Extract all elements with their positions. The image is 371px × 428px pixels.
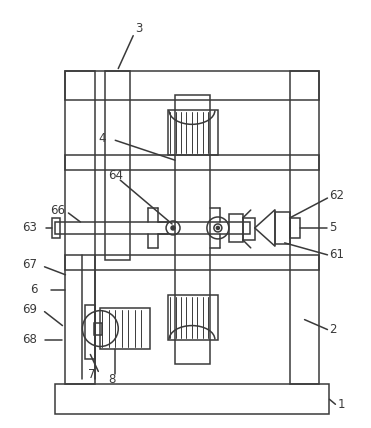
Bar	[168, 110, 218, 155]
Text: 66: 66	[50, 204, 66, 217]
Bar	[56, 384, 329, 414]
Text: 4: 4	[98, 132, 106, 145]
Bar	[105, 71, 130, 260]
Text: 68: 68	[23, 333, 37, 346]
Bar	[85, 305, 95, 360]
Text: 62: 62	[329, 189, 344, 202]
Bar	[56, 222, 250, 234]
Text: 6: 6	[30, 283, 38, 296]
Bar	[290, 218, 299, 238]
Text: 69: 69	[23, 303, 37, 316]
Bar	[275, 212, 290, 244]
Bar	[168, 295, 218, 339]
Bar	[175, 95, 210, 364]
Bar	[229, 214, 243, 242]
Circle shape	[216, 226, 219, 229]
Circle shape	[171, 226, 175, 230]
Text: 2: 2	[329, 323, 337, 336]
Bar	[65, 71, 95, 384]
Text: 1: 1	[338, 398, 345, 411]
Text: 3: 3	[135, 22, 142, 35]
Text: 5: 5	[329, 221, 337, 235]
Bar	[100, 308, 150, 350]
Bar	[65, 71, 319, 101]
Bar	[53, 218, 60, 238]
Text: 8: 8	[108, 373, 116, 386]
Text: 64: 64	[108, 169, 123, 181]
Bar	[65, 255, 319, 270]
Text: 7: 7	[88, 368, 96, 381]
Text: 61: 61	[329, 248, 344, 262]
Text: 67: 67	[23, 259, 37, 271]
Text: 63: 63	[23, 221, 37, 235]
Bar	[243, 218, 255, 240]
Bar	[65, 155, 319, 170]
Bar	[290, 71, 319, 384]
Bar	[94, 323, 102, 335]
